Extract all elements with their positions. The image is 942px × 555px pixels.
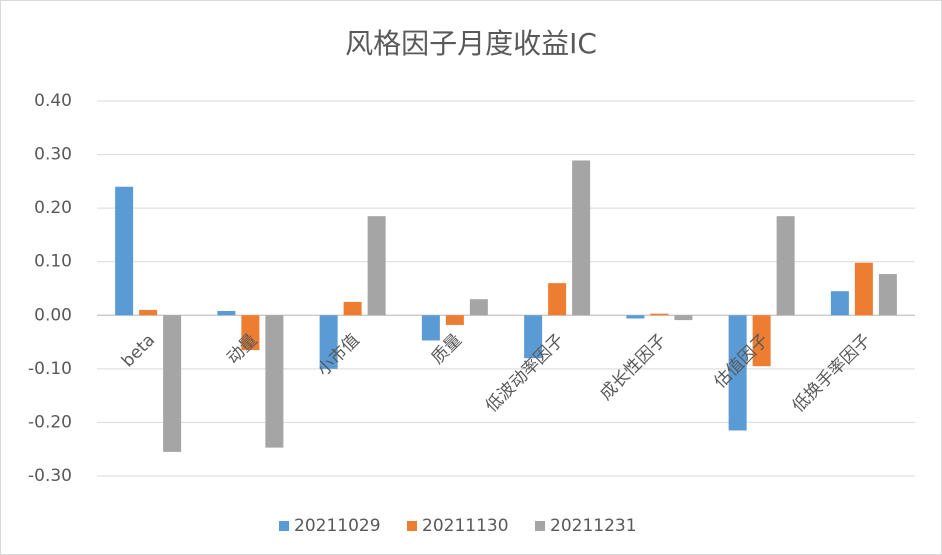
legend-swatch (535, 521, 545, 531)
y-tick-label: -0.10 (28, 359, 72, 379)
bar (878, 274, 897, 316)
legend-label: 20211029 (294, 516, 381, 536)
bar (524, 315, 543, 359)
bar (319, 315, 338, 369)
y-tick-label: -0.20 (28, 412, 72, 432)
bar (445, 315, 464, 325)
bar (265, 315, 284, 448)
bar (469, 299, 488, 316)
bar (674, 315, 693, 321)
bar (776, 216, 795, 316)
bar (421, 315, 440, 341)
bar (217, 311, 236, 316)
bar (343, 301, 362, 316)
bar (548, 283, 567, 316)
y-tick-label: 0.30 (34, 145, 72, 165)
y-tick-label: 0.40 (34, 91, 72, 111)
chart-title: 风格因子月度收益IC (345, 27, 597, 60)
legend-swatch (279, 521, 289, 531)
legend-label: 20211231 (550, 516, 637, 536)
bar (367, 216, 386, 316)
legend-swatch (407, 521, 417, 531)
bar (241, 315, 260, 351)
bar (752, 315, 771, 367)
legend-label: 20211130 (422, 516, 509, 536)
y-tick-label: 0.10 (34, 252, 72, 272)
bar (728, 315, 747, 431)
y-tick-label: 0.00 (34, 305, 72, 325)
bar (572, 160, 591, 316)
bar (163, 315, 182, 452)
y-tick-label: -0.30 (28, 466, 72, 486)
bar (115, 186, 134, 316)
bar (626, 315, 645, 319)
y-tick-label: 0.20 (34, 198, 72, 218)
bar (139, 309, 158, 316)
bar (650, 313, 669, 316)
bar (854, 262, 873, 316)
bar (830, 291, 849, 316)
